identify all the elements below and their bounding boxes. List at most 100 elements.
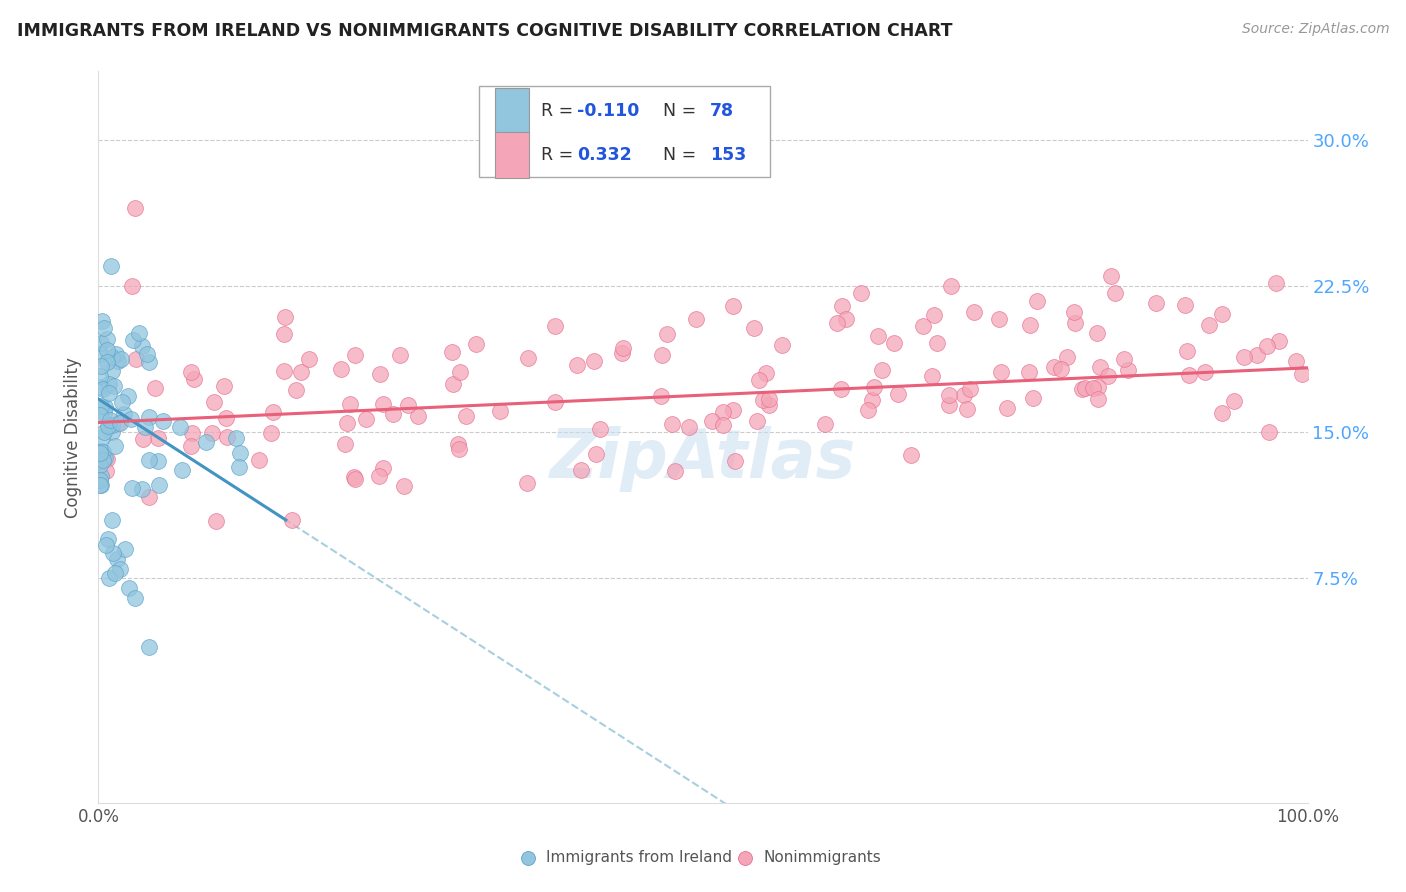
Point bbox=[96, 332, 118, 346]
Point bbox=[93, 406, 115, 420]
Point bbox=[956, 401, 979, 416]
Point bbox=[94, 451, 117, 466]
Point bbox=[101, 546, 124, 560]
Point bbox=[367, 468, 389, 483]
Point bbox=[229, 446, 252, 460]
Point bbox=[104, 439, 127, 453]
Point bbox=[612, 341, 634, 355]
Point bbox=[121, 481, 143, 495]
Point bbox=[97, 377, 120, 392]
Point bbox=[131, 483, 153, 497]
Point bbox=[927, 335, 949, 350]
Point bbox=[118, 581, 141, 595]
Point bbox=[745, 414, 768, 428]
Text: N =: N = bbox=[652, 102, 702, 120]
Point bbox=[990, 365, 1012, 379]
Point bbox=[105, 552, 128, 566]
Text: 78: 78 bbox=[710, 102, 734, 120]
Point bbox=[247, 453, 270, 467]
Text: IMMIGRANTS FROM IRELAND VS NONIMMIGRANTS COGNITIVE DISABILITY CORRELATION CHART: IMMIGRANTS FROM IRELAND VS NONIMMIGRANTS… bbox=[17, 22, 952, 40]
Point bbox=[90, 359, 112, 374]
Text: Immigrants from Ireland: Immigrants from Ireland bbox=[546, 850, 731, 865]
Point bbox=[963, 305, 986, 319]
Point bbox=[148, 477, 170, 491]
Point bbox=[565, 358, 588, 372]
Point bbox=[93, 445, 115, 459]
Point bbox=[544, 318, 567, 333]
Point bbox=[201, 425, 224, 440]
Point bbox=[711, 405, 734, 419]
Point bbox=[103, 378, 125, 392]
Point bbox=[883, 336, 905, 351]
Point bbox=[758, 392, 780, 406]
Point bbox=[488, 403, 510, 417]
Point bbox=[900, 448, 922, 462]
Point bbox=[217, 430, 239, 444]
Point bbox=[887, 387, 910, 401]
Point bbox=[664, 464, 686, 478]
Point bbox=[134, 420, 156, 434]
Point bbox=[454, 409, 477, 424]
Point bbox=[110, 352, 132, 367]
Point bbox=[152, 414, 174, 428]
Text: R =: R = bbox=[541, 145, 579, 163]
Point bbox=[120, 412, 142, 426]
Point bbox=[98, 386, 121, 401]
Point bbox=[685, 311, 707, 326]
Point bbox=[388, 348, 411, 362]
Point bbox=[93, 321, 115, 335]
Point bbox=[751, 392, 773, 407]
Point bbox=[1223, 393, 1246, 408]
Point bbox=[100, 425, 122, 440]
Point bbox=[90, 444, 112, 458]
Point bbox=[124, 591, 146, 605]
Point bbox=[138, 490, 160, 504]
Point bbox=[1049, 362, 1071, 376]
Point bbox=[90, 335, 112, 350]
FancyBboxPatch shape bbox=[495, 87, 529, 134]
Point bbox=[1174, 298, 1197, 312]
Point bbox=[392, 479, 415, 493]
Point bbox=[91, 382, 114, 396]
Point bbox=[101, 351, 124, 365]
Point bbox=[98, 413, 121, 427]
Point bbox=[336, 416, 359, 430]
Point bbox=[711, 417, 734, 432]
Point bbox=[1144, 295, 1167, 310]
Point bbox=[96, 464, 118, 478]
Point bbox=[406, 409, 429, 423]
FancyBboxPatch shape bbox=[479, 86, 769, 178]
Point bbox=[97, 419, 120, 434]
Point bbox=[274, 310, 297, 324]
Point bbox=[90, 469, 112, 483]
Point bbox=[89, 446, 111, 460]
Point bbox=[146, 431, 169, 445]
Point bbox=[1211, 307, 1233, 321]
Point bbox=[89, 474, 111, 488]
Text: 0.332: 0.332 bbox=[578, 145, 633, 163]
Point bbox=[721, 402, 744, 417]
Point bbox=[870, 363, 893, 377]
Point bbox=[758, 398, 780, 412]
Point bbox=[678, 420, 700, 434]
Point bbox=[1104, 286, 1126, 301]
Point bbox=[863, 380, 886, 394]
Point bbox=[194, 434, 217, 449]
Point bbox=[441, 376, 464, 391]
Point bbox=[856, 402, 879, 417]
Point bbox=[100, 364, 122, 378]
Y-axis label: Cognitive Disability: Cognitive Disability bbox=[65, 357, 83, 517]
Point bbox=[1064, 316, 1087, 330]
Point bbox=[107, 353, 129, 368]
Text: ZipAtlas: ZipAtlas bbox=[550, 426, 856, 492]
Point bbox=[1265, 277, 1288, 291]
Point bbox=[281, 513, 304, 527]
Point bbox=[583, 354, 606, 368]
Point bbox=[1018, 318, 1040, 333]
Point bbox=[1099, 269, 1122, 284]
Point bbox=[333, 437, 356, 451]
Point bbox=[143, 381, 166, 395]
Point bbox=[121, 279, 143, 293]
Point bbox=[516, 351, 538, 365]
Point bbox=[169, 420, 191, 434]
